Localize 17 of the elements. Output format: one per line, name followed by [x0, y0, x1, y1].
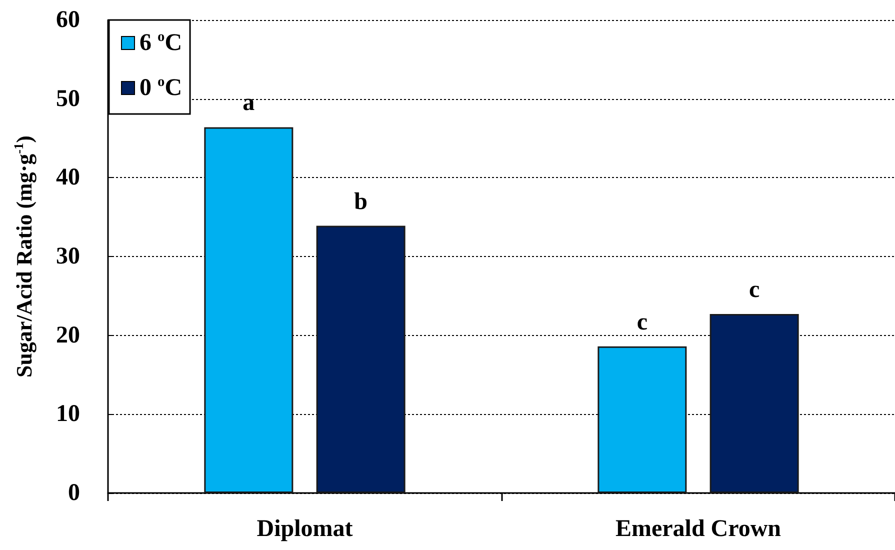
bar — [204, 127, 294, 493]
y-axis-title: Sugar/Acid Ratio (mg·g-1) — [11, 136, 36, 378]
bar — [710, 314, 799, 493]
annotation: c — [636, 309, 648, 336]
y-tick-label: 10 — [56, 401, 80, 428]
x-tick-label: Emerald Crown — [615, 516, 782, 542]
y-tick-label: 30 — [56, 244, 80, 270]
y-tick-label: 0 — [68, 480, 80, 506]
x-tick-label: Diplomat — [256, 516, 353, 542]
y-tick-label: 40 — [56, 164, 80, 191]
bar — [316, 226, 406, 493]
annotation: c — [748, 277, 760, 304]
y-tick-label: 20 — [56, 322, 80, 348]
y-tick-label: 60 — [56, 7, 80, 33]
bar — [598, 346, 687, 493]
y-tick-label: 50 — [56, 86, 80, 112]
annotation: b — [354, 188, 368, 215]
